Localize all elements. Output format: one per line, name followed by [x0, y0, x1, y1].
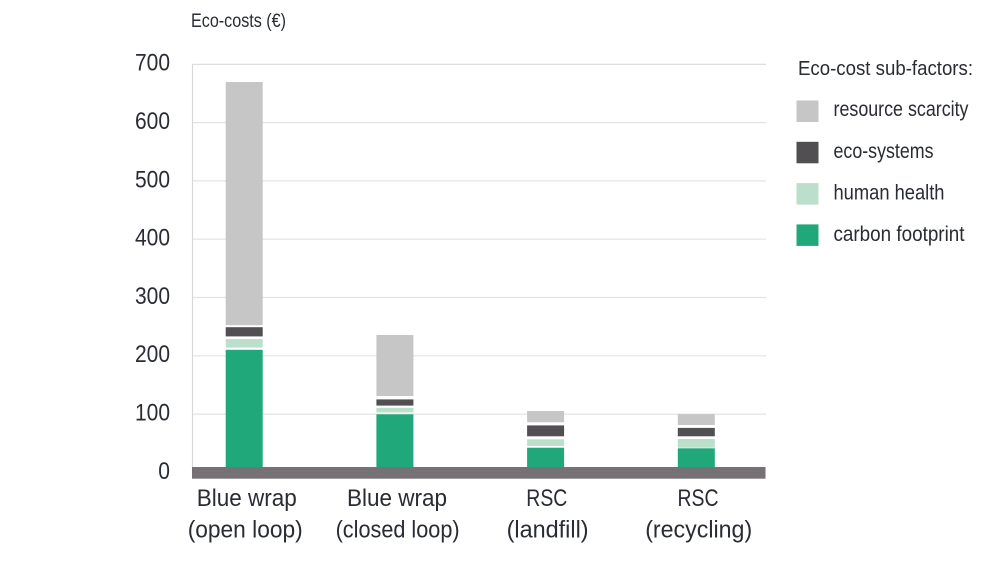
svg-text:resource scarcity: resource scarcity: [834, 98, 969, 121]
svg-text:200: 200: [135, 341, 170, 368]
svg-text:human health: human health: [834, 182, 945, 205]
svg-text:carbon footprint: carbon footprint: [834, 223, 965, 246]
svg-text:400: 400: [135, 225, 170, 252]
svg-text:0: 0: [158, 458, 170, 485]
svg-text:Eco-cost sub-factors:: Eco-cost sub-factors:: [798, 58, 973, 80]
svg-text:RSC: RSC: [526, 485, 567, 512]
svg-text:700: 700: [135, 50, 170, 77]
svg-text:Blue wrap: Blue wrap: [347, 485, 447, 512]
svg-text:Blue wrap: Blue wrap: [197, 485, 297, 512]
svg-text:(recycling): (recycling): [645, 517, 752, 544]
svg-text:eco-systems: eco-systems: [834, 140, 934, 163]
svg-text:(open loop): (open loop): [188, 517, 303, 544]
svg-text:RSC: RSC: [678, 485, 719, 512]
svg-text:(landfill): (landfill): [507, 517, 589, 544]
svg-text:300: 300: [135, 283, 170, 310]
svg-text:500: 500: [135, 166, 170, 193]
svg-text:100: 100: [135, 400, 170, 427]
svg-text:Eco-costs (€): Eco-costs (€): [191, 11, 286, 32]
svg-text:600: 600: [135, 108, 170, 135]
svg-text:(closed loop): (closed loop): [336, 517, 460, 544]
